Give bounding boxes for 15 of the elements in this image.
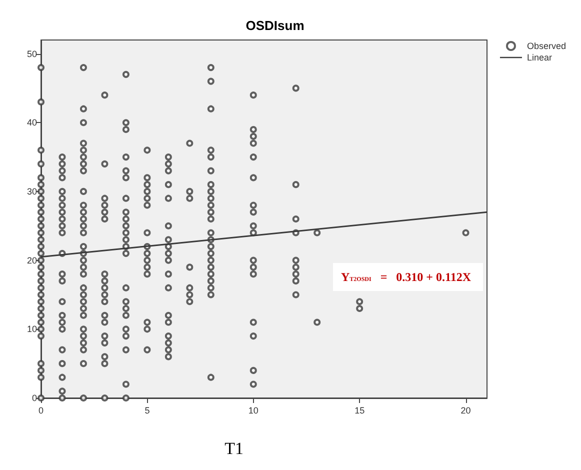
- x-tick-label: 5: [144, 406, 150, 416]
- x-tick-label: 20: [460, 406, 471, 416]
- x-tick-label: 10: [248, 406, 258, 416]
- y-tick-label: 20: [26, 255, 37, 266]
- x-axis-title: T1: [224, 439, 244, 458]
- y-tick-label: 0: [32, 393, 37, 403]
- y-tick-label: 50: [26, 48, 37, 59]
- x-tick-label: 15: [354, 406, 365, 416]
- legend-label: Observed: [526, 41, 566, 51]
- y-tick-label: 10: [26, 324, 37, 334]
- y-tick-label: 30: [26, 186, 37, 196]
- legend-label: Linear: [526, 52, 552, 62]
- x-tick-label: 0: [38, 406, 44, 416]
- chart-title: OSDIsum: [246, 18, 304, 33]
- y-tick-label: 40: [26, 118, 37, 128]
